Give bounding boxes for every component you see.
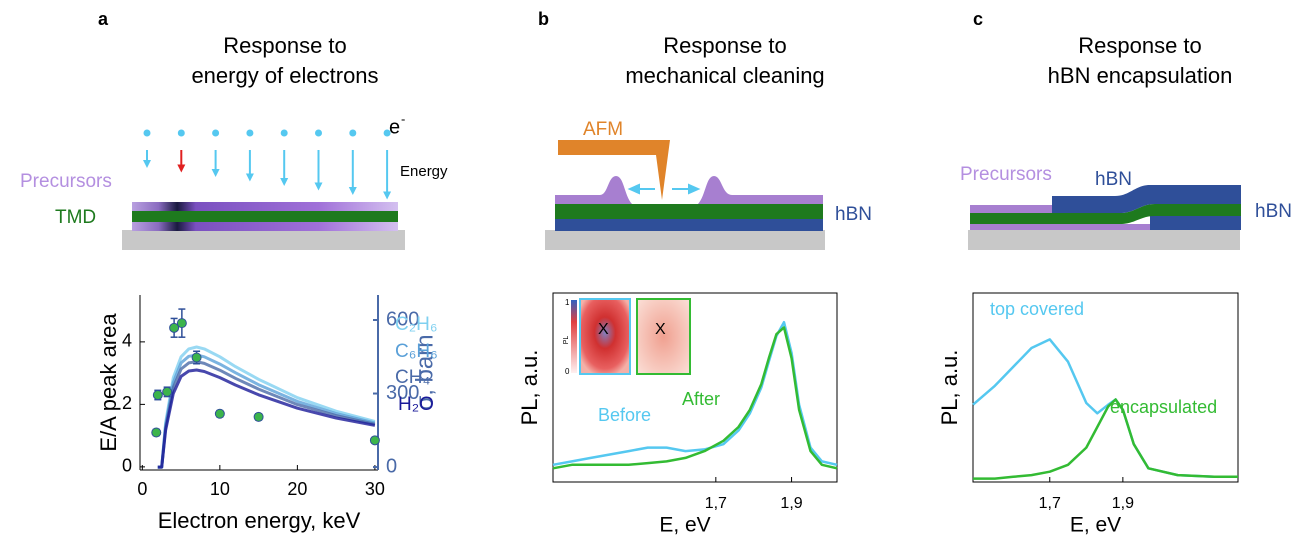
arrow-head [246, 174, 254, 182]
data-point [215, 409, 224, 418]
hbn-bottom [1150, 214, 1241, 230]
x-axis-label: Electron energy, keV [158, 508, 361, 533]
precursor-layer [555, 176, 632, 204]
substrate [122, 230, 405, 250]
x-axis-label: E, eV [1070, 514, 1121, 537]
substrate [545, 230, 825, 250]
data-point [177, 319, 186, 328]
colorbar [571, 300, 577, 373]
electron-sup: - [401, 111, 405, 126]
data-point [192, 353, 201, 362]
hbn-layer [555, 219, 823, 231]
panel-title: Response to [223, 33, 347, 58]
panel-title: hBN encapsulation [1048, 63, 1233, 88]
panel-title: Response to [1078, 33, 1202, 58]
arrow-head [349, 187, 357, 195]
inset-marker: X [655, 321, 666, 338]
arrow-head [143, 160, 151, 168]
hbn-label: hBN [835, 204, 872, 225]
substrate [968, 230, 1240, 250]
figure: a Response to energy of electrons e - En… [0, 0, 1310, 542]
data-point [254, 412, 263, 421]
arrow-head [177, 165, 185, 173]
hbn-label: hBN [1095, 169, 1132, 190]
x-tick-label: 1,7 [1039, 495, 1061, 512]
inset-marker: X [598, 321, 609, 338]
panel-label: a [98, 9, 109, 29]
afm-label: AFM [583, 119, 623, 140]
x-tick-label: 1,9 [1112, 495, 1134, 512]
x-tick-label: 20 [287, 479, 307, 499]
x-axis-label: E, eV [659, 514, 710, 537]
x-tick-label: 1,9 [780, 495, 802, 512]
data-point [370, 436, 379, 445]
colorbar-label: PL [563, 336, 570, 345]
series-label: C₆H₆ [395, 341, 438, 362]
arrow-head [212, 169, 220, 177]
precursor-layer [132, 202, 398, 211]
data-point [152, 428, 161, 437]
diagram-a [122, 130, 405, 251]
series-line [158, 347, 375, 467]
y2-tick-label: 0 [386, 455, 397, 477]
precursor-layer [698, 176, 823, 204]
series-label: encapsulated [1110, 397, 1217, 417]
colorbar-min: 0 [565, 367, 570, 376]
series-label: Before [598, 405, 651, 425]
y-axis-label: E/A peak area [96, 313, 121, 452]
x-tick-label: 1,7 [705, 495, 727, 512]
diagram-c [968, 185, 1241, 250]
energy-label: Energy [400, 163, 448, 180]
precursors-label: Precursors [20, 171, 112, 192]
series-label: top covered [990, 299, 1084, 319]
series-label: CH₄ [395, 367, 430, 388]
arrow-head [383, 192, 391, 200]
series-label: After [682, 389, 720, 409]
colorbar-max: 1 [565, 298, 570, 307]
data-point [153, 391, 162, 400]
electron [349, 130, 356, 137]
panel-label: c [973, 9, 983, 29]
y-tick-label: 4 [122, 331, 132, 351]
tmd-layer [555, 204, 823, 219]
series-label: C₂H₆ [395, 314, 437, 335]
precursor-layer [970, 205, 1052, 213]
precursor-layer [132, 222, 398, 231]
arrows [630, 185, 698, 193]
precursors-label: Precursors [960, 164, 1052, 185]
y-axis-label: PL, a.u. [517, 350, 542, 426]
series-label: H₂O [398, 394, 434, 415]
y-axis-label: PL, a.u. [937, 350, 962, 426]
electron [144, 130, 151, 137]
x-tick-label: 0 [137, 479, 147, 499]
x-tick-label: 10 [210, 479, 230, 499]
y-tick-label: 0 [122, 456, 132, 476]
y-tick-label: 2 [122, 393, 132, 413]
chart: 1,7 1,9 E, eV PL, a.u. top covered encapsulat… [937, 293, 1238, 537]
arrow-head [280, 178, 288, 186]
panel-label: b [538, 9, 549, 29]
diagram-b [545, 140, 825, 374]
electron [246, 130, 253, 137]
electron [212, 130, 219, 137]
electron [178, 130, 185, 137]
tmd-label: TMD [55, 207, 96, 228]
electron [281, 130, 288, 137]
precursor-layer [970, 224, 1150, 230]
hbn-label: hBN [1255, 201, 1292, 222]
electron-label: e [389, 116, 400, 138]
plot-frame [973, 293, 1238, 482]
tmd-layer [132, 211, 398, 222]
electron [315, 130, 322, 137]
panel-title: mechanical cleaning [625, 63, 824, 88]
arrow-head [315, 183, 323, 191]
x-tick-label: 30 [365, 479, 385, 499]
data-point [163, 387, 172, 396]
panel-title: energy of electrons [191, 63, 378, 88]
panel-title: Response to [663, 33, 787, 58]
